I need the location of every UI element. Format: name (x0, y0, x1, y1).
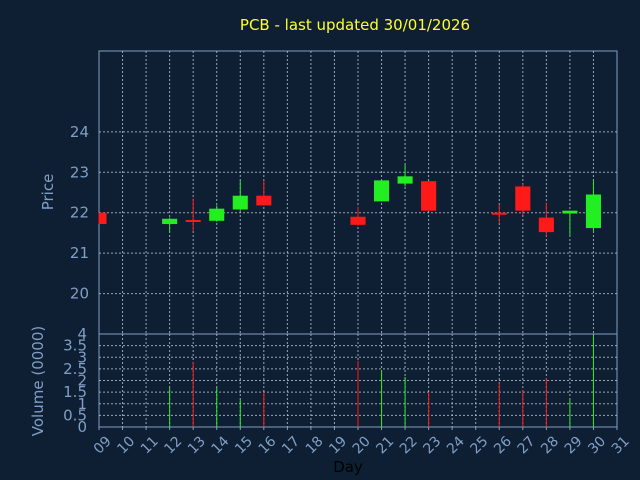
x-tick-label: 12 (161, 433, 185, 457)
volume-panel: 00.511.522.533.54 (63, 325, 618, 436)
price-tick-label: 21 (70, 244, 89, 262)
candle-body (491, 212, 507, 215)
candle (185, 198, 201, 231)
x-tick-label: 09 (91, 433, 115, 457)
x-axis: 09 10 11 12 13 14 15 16 17 18 19 20 21 22 23 24 25 26 27 28… (91, 427, 633, 457)
candle (374, 180, 390, 202)
x-tick-label: 29 (562, 433, 586, 457)
candle-body (585, 194, 601, 229)
x-tick-label: 23 (420, 433, 444, 457)
price-tick-label: 24 (70, 123, 89, 141)
x-tick-label: 16 (256, 433, 280, 457)
candle (98, 212, 107, 225)
x-axis-label: Day (333, 458, 363, 476)
candle (421, 181, 437, 211)
price-panel: 20 21 22 23 24 (70, 50, 618, 335)
price-tick-label: 22 (70, 204, 89, 222)
price-tick-label: 23 (70, 163, 89, 181)
x-tick-label: 24 (444, 433, 468, 457)
x-tick-label: 20 (350, 433, 374, 457)
price-axis-label: Price (39, 174, 57, 211)
volume-tick-label: 4 (77, 325, 87, 343)
candle (515, 183, 531, 215)
x-tick-label: 25 (468, 433, 492, 457)
candle-body (162, 218, 178, 225)
candle-body (421, 181, 437, 211)
volume-tick-label: 1 (77, 395, 87, 413)
x-tick-label: 13 (185, 433, 209, 457)
candle (538, 202, 554, 237)
volume-tick-label: 2.5 (63, 360, 87, 378)
candle-body (99, 212, 107, 225)
candle (491, 204, 507, 223)
volume-tick-label: 3 (77, 348, 87, 366)
candle (562, 210, 578, 235)
candle-body (397, 176, 413, 184)
candle-body (515, 186, 531, 211)
candle-body (185, 219, 201, 222)
x-tick-label: 11 (138, 433, 162, 457)
volume-tick-label: 2 (77, 372, 87, 390)
candle-body (350, 216, 366, 225)
chart-title: PCB - last updated 30/01/2026 (240, 16, 470, 34)
x-tick-label: 10 (114, 433, 138, 457)
candle-body (209, 208, 225, 221)
x-tick-label: 19 (326, 433, 350, 457)
volume-tick-label: 0 (77, 418, 87, 436)
x-tick-label: 27 (515, 433, 539, 457)
candle (256, 180, 272, 206)
x-tick-label: 14 (209, 433, 233, 457)
candle (397, 164, 413, 187)
candle-body (562, 210, 578, 214)
volume-tick-label: 3.5 (63, 337, 87, 355)
volume-tick-label: 1.5 (63, 383, 87, 401)
candle-body (256, 195, 272, 206)
price-tick-label: 20 (70, 285, 89, 303)
candle (209, 205, 225, 222)
candle (232, 180, 248, 211)
volume-tick-label: 0.5 (63, 406, 87, 424)
x-tick-label: 18 (303, 433, 327, 457)
x-tick-label: 30 (585, 433, 609, 457)
candle-body (232, 195, 248, 210)
x-tick-label: 17 (279, 433, 303, 457)
candle (162, 217, 178, 233)
x-tick-label: 22 (397, 433, 421, 457)
x-tick-label: 21 (373, 433, 397, 457)
x-tick-label: 26 (491, 433, 515, 457)
candle-body (538, 217, 554, 233)
candle (350, 206, 366, 226)
volume-axis-label: Volume (0000) (29, 326, 47, 436)
candle (585, 179, 601, 231)
x-tick-label: 31 (609, 433, 633, 457)
x-tick-label: 15 (232, 433, 256, 457)
candle-body (374, 180, 390, 202)
x-tick-label: 28 (538, 433, 562, 457)
